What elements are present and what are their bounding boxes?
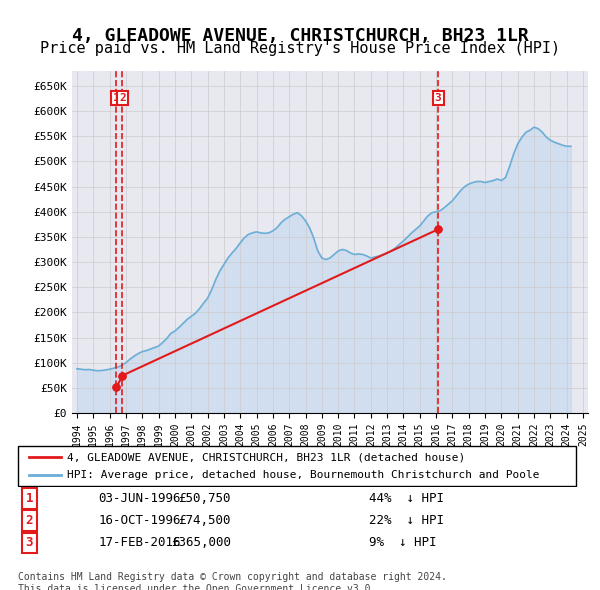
Text: 9%  ↓ HPI: 9% ↓ HPI xyxy=(369,536,437,549)
Text: Price paid vs. HM Land Registry's House Price Index (HPI): Price paid vs. HM Land Registry's House … xyxy=(40,41,560,56)
Text: 1: 1 xyxy=(113,93,120,103)
Text: £74,500: £74,500 xyxy=(178,514,231,527)
Text: 4, GLEADOWE AVENUE, CHRISTCHURCH, BH23 1LR (detached house): 4, GLEADOWE AVENUE, CHRISTCHURCH, BH23 1… xyxy=(67,452,465,462)
Text: 3: 3 xyxy=(435,93,442,103)
Text: 17-FEB-2016: 17-FEB-2016 xyxy=(98,536,181,549)
Text: HPI: Average price, detached house, Bournemouth Christchurch and Poole: HPI: Average price, detached house, Bour… xyxy=(67,470,539,480)
Text: 4, GLEADOWE AVENUE, CHRISTCHURCH, BH23 1LR: 4, GLEADOWE AVENUE, CHRISTCHURCH, BH23 1… xyxy=(71,27,529,45)
Text: 44%  ↓ HPI: 44% ↓ HPI xyxy=(369,492,444,505)
Text: Contains HM Land Registry data © Crown copyright and database right 2024.
This d: Contains HM Land Registry data © Crown c… xyxy=(18,572,447,590)
Text: 03-JUN-1996: 03-JUN-1996 xyxy=(98,492,181,505)
Text: £365,000: £365,000 xyxy=(171,536,231,549)
Text: 3: 3 xyxy=(26,536,33,549)
Text: 2: 2 xyxy=(26,514,33,527)
Text: 1: 1 xyxy=(26,492,33,505)
Text: 22%  ↓ HPI: 22% ↓ HPI xyxy=(369,514,444,527)
Text: 2: 2 xyxy=(119,93,126,103)
Text: £50,750: £50,750 xyxy=(178,492,231,505)
FancyBboxPatch shape xyxy=(18,446,577,486)
Text: 16-OCT-1996: 16-OCT-1996 xyxy=(98,514,181,527)
